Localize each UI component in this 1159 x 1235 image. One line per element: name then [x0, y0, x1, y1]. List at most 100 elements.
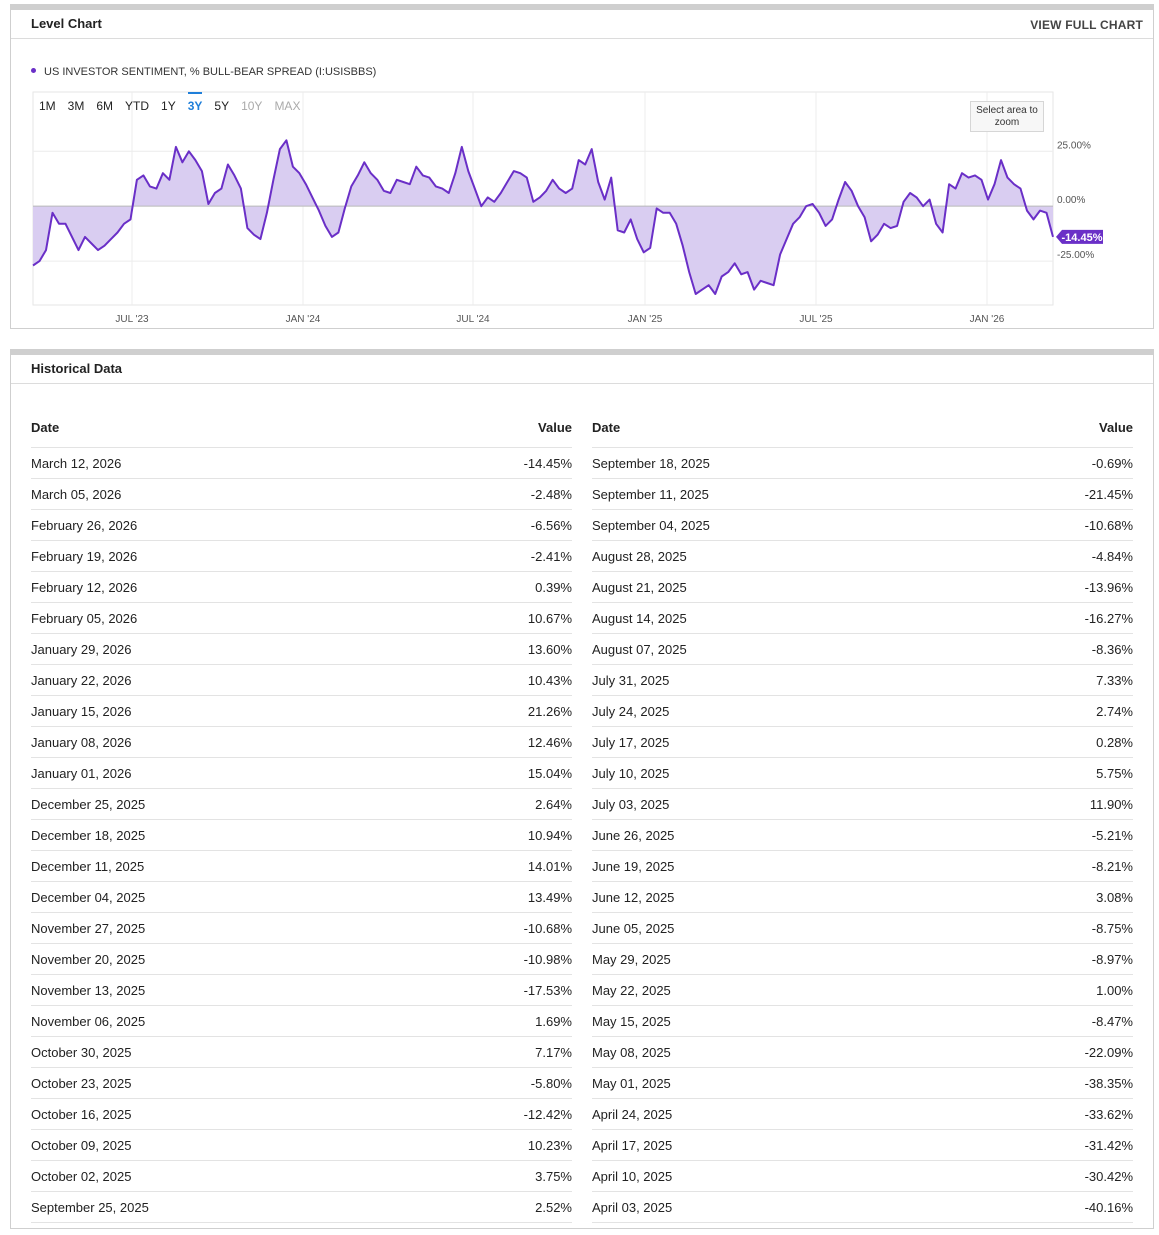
value-column-header: Value	[538, 419, 572, 435]
row-date: July 10, 2025	[592, 765, 670, 781]
table-row: April 24, 2025 -33.62%	[592, 1099, 1133, 1130]
table-row: April 03, 2025 -40.16%	[592, 1192, 1133, 1223]
row-date: August 14, 2025	[592, 610, 687, 626]
table-row: September 11, 2025 -21.45%	[592, 479, 1133, 510]
legend-label: US INVESTOR SENTIMENT, % BULL-BEAR SPREA…	[44, 66, 377, 78]
table-row: June 19, 2025 -8.21%	[592, 851, 1133, 882]
range-button-ytd[interactable]: YTD	[125, 99, 150, 113]
range-button-5y[interactable]: 5Y	[214, 99, 230, 113]
y-tick-label: -25.00%	[1057, 250, 1094, 261]
row-date: October 30, 2025	[31, 1044, 132, 1060]
zoom-hint: Select area to zoom	[970, 101, 1044, 132]
row-date: November 13, 2025	[31, 982, 146, 998]
row-value: 13.49%	[527, 889, 572, 905]
row-value: -31.42%	[1084, 1137, 1133, 1153]
table-header: Date Value	[31, 407, 572, 448]
row-date: January 15, 2026	[31, 703, 132, 719]
row-date: December 25, 2025	[31, 796, 146, 812]
y-tick-label: 25.00%	[1057, 140, 1091, 151]
row-date: February 05, 2026	[31, 610, 138, 626]
row-date: December 11, 2025	[31, 858, 145, 874]
row-value: -40.16%	[1084, 1199, 1133, 1215]
row-value: 7.33%	[1096, 672, 1133, 688]
table-row: June 12, 2025 3.08%	[592, 882, 1133, 913]
row-value: -10.68%	[1084, 517, 1133, 533]
row-date: August 07, 2025	[592, 641, 687, 657]
row-date: October 09, 2025	[31, 1137, 132, 1153]
table-row: November 13, 2025 -17.53%	[31, 975, 572, 1006]
row-value: 3.75%	[535, 1168, 572, 1184]
view-full-chart-link[interactable]: VIEW FULL CHART	[1030, 18, 1143, 32]
table-row: August 21, 2025 -13.96%	[592, 572, 1133, 603]
row-value: -8.36%	[1091, 641, 1133, 657]
row-value: -8.21%	[1091, 858, 1133, 874]
value-column-header: Value	[1099, 419, 1133, 435]
table-row: July 31, 2025 7.33%	[592, 665, 1133, 696]
table-row: June 26, 2025 -5.21%	[592, 820, 1133, 851]
row-date: November 20, 2025	[31, 951, 146, 967]
table-row: October 09, 2025 10.23%	[31, 1130, 572, 1161]
x-tick-label: JUL '23	[115, 314, 149, 325]
table-row: May 15, 2025 -8.47%	[592, 1006, 1133, 1037]
range-button-6m[interactable]: 6M	[96, 99, 114, 113]
table-row: May 08, 2025 -22.09%	[592, 1037, 1133, 1068]
row-date: April 03, 2025	[592, 1199, 673, 1215]
table-row: February 19, 2026 -2.41%	[31, 541, 572, 572]
row-date: July 17, 2025	[592, 734, 670, 750]
row-value: -5.80%	[530, 1075, 572, 1091]
table-row: July 17, 2025 0.28%	[592, 727, 1133, 758]
table-row: October 30, 2025 7.17%	[31, 1037, 572, 1068]
series-area	[33, 140, 1053, 294]
table-row: December 04, 2025 13.49%	[31, 882, 572, 913]
row-value: 5.75%	[1096, 765, 1133, 781]
table-row: August 14, 2025 -16.27%	[592, 603, 1133, 634]
table-row: January 22, 2026 10.43%	[31, 665, 572, 696]
row-value: -8.75%	[1091, 920, 1133, 936]
range-button-1y[interactable]: 1Y	[161, 99, 176, 113]
row-date: June 26, 2025	[592, 827, 675, 843]
row-date: September 25, 2025	[31, 1199, 149, 1215]
table-row: January 29, 2026 13.60%	[31, 634, 572, 665]
row-date: April 10, 2025	[592, 1168, 673, 1184]
date-column-header: Date	[31, 419, 60, 435]
range-button-3m[interactable]: 3M	[67, 99, 85, 113]
range-button-3y[interactable]: 3Y	[187, 92, 203, 113]
table-row: October 16, 2025 -12.42%	[31, 1099, 572, 1130]
table-row: May 22, 2025 1.00%	[592, 975, 1133, 1006]
x-tick-label: JUL '25	[799, 314, 833, 325]
table-row: September 04, 2025 -10.68%	[592, 510, 1133, 541]
table-row: January 15, 2026 21.26%	[31, 696, 572, 727]
row-value: -2.41%	[530, 548, 572, 564]
row-date: January 22, 2026	[31, 672, 132, 688]
y-tick-label: 0.00%	[1057, 195, 1085, 206]
range-button-10y[interactable]: 10Y	[241, 99, 263, 113]
table-row: December 25, 2025 2.64%	[31, 789, 572, 820]
chart-legend: US INVESTOR SENTIMENT, % BULL-BEAR SPREA…	[31, 66, 376, 78]
row-value: -16.27%	[1084, 610, 1133, 626]
row-value: 1.00%	[1096, 982, 1133, 998]
range-button-max[interactable]: MAX	[274, 99, 301, 113]
level-chart[interactable]: 25.00% 0.00% -25.00% JUL '23 JAN '24 JUL '24 J…	[11, 10, 1155, 335]
table-row: February 12, 2026 0.39%	[31, 572, 572, 603]
row-value: 0.39%	[535, 579, 572, 595]
table-row: April 17, 2025 -31.42%	[592, 1130, 1133, 1161]
row-date: May 22, 2025	[592, 982, 671, 998]
row-value: 2.74%	[1096, 703, 1133, 719]
row-date: November 06, 2025	[31, 1013, 146, 1029]
row-date: July 24, 2025	[592, 703, 670, 719]
row-date: February 19, 2026	[31, 548, 138, 564]
row-value: -22.09%	[1084, 1044, 1133, 1060]
table-row: July 24, 2025 2.74%	[592, 696, 1133, 727]
range-button-1m[interactable]: 1M	[39, 99, 56, 113]
table-row: February 26, 2026 -6.56%	[31, 510, 572, 541]
row-date: August 28, 2025	[592, 548, 687, 564]
row-date: September 04, 2025	[592, 517, 710, 533]
row-date: May 08, 2025	[592, 1044, 671, 1060]
table-row: May 01, 2025 -38.35%	[592, 1068, 1133, 1099]
row-value: 1.69%	[535, 1013, 572, 1029]
table-row: June 05, 2025 -8.75%	[592, 913, 1133, 944]
table-row: November 20, 2025 -10.98%	[31, 944, 572, 975]
row-date: August 21, 2025	[592, 579, 687, 595]
table-row: February 05, 2026 10.67%	[31, 603, 572, 634]
panel-header: Level Chart VIEW FULL CHART	[11, 10, 1153, 39]
